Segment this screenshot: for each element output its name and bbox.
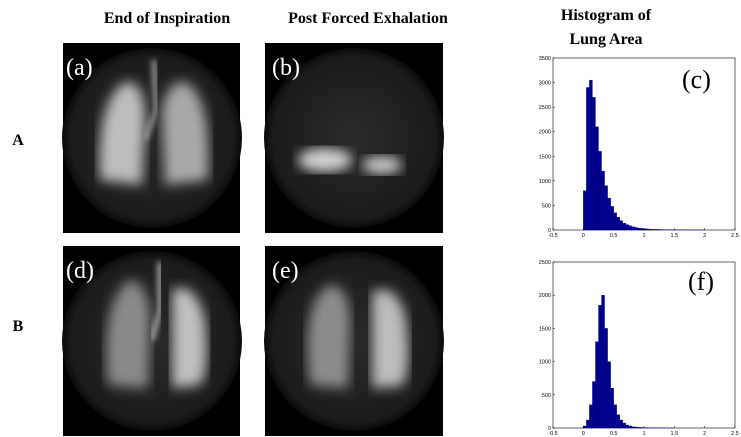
histogram-bar — [634, 426, 639, 429]
image-panel: (e) — [264, 246, 444, 436]
x-tick-label: 2.5 — [731, 233, 739, 239]
histogram-bar — [586, 87, 590, 231]
x-tick-label: 1 — [642, 233, 645, 239]
x-tick-label: 2 — [703, 431, 706, 437]
column-header: Post Forced Exhalation — [288, 10, 448, 27]
histogram-bar — [607, 361, 611, 429]
y-tick-label: 1000 — [539, 179, 551, 185]
panel-label: (a) — [66, 55, 93, 81]
column-header: Histogram of — [561, 7, 652, 24]
panel-label: (c) — [682, 65, 711, 94]
y-tick-label: 1500 — [539, 154, 551, 160]
x-tick-label: 0 — [582, 431, 585, 437]
y-tick-label: 500 — [542, 203, 551, 209]
histogram-bar — [619, 419, 623, 429]
column-header: End of Inspiration — [104, 10, 230, 27]
y-tick-label: 0 — [548, 426, 551, 432]
y-tick-label: 0 — [548, 228, 551, 234]
histogram-bar — [622, 222, 626, 231]
image-panel: (d) — [62, 246, 242, 436]
panel-label: (b) — [272, 55, 300, 81]
histogram-bar — [640, 427, 645, 429]
x-tick-label: 0.5 — [610, 233, 618, 239]
histogram-bar — [598, 151, 602, 231]
histogram-bar — [634, 227, 639, 231]
histogram-bar — [628, 425, 633, 429]
histogram-bar — [583, 425, 587, 429]
histogram-bar — [604, 328, 608, 429]
histogram-bar — [592, 97, 596, 231]
histogram-bar — [646, 228, 651, 231]
histogram-bar — [631, 226, 636, 231]
column-header: Lung Area — [569, 31, 642, 48]
histogram-bar — [625, 424, 629, 429]
histogram-bar — [613, 212, 617, 231]
x-tick-label: 1.5 — [671, 233, 679, 239]
panel-label: (d) — [66, 258, 94, 284]
y-tick-label: 2500 — [539, 105, 551, 111]
histogram-bar — [607, 197, 611, 231]
histogram-bar — [604, 185, 608, 231]
x-tick-label: -0.5 — [548, 431, 557, 437]
histogram-bar — [652, 229, 657, 231]
histogram-bar — [643, 228, 648, 231]
histogram-bar — [601, 170, 605, 231]
histogram-bar — [655, 229, 660, 231]
y-tick-label: 3000 — [539, 81, 551, 87]
histogram-bar — [586, 419, 590, 429]
panel-label: (f) — [688, 267, 714, 296]
histogram-bar — [637, 427, 642, 429]
x-tick-label: 2.5 — [731, 431, 739, 437]
y-tick-label: 2000 — [539, 293, 551, 299]
histogram-bar — [613, 404, 617, 429]
histogram-bar — [598, 305, 602, 429]
row-label: A — [12, 132, 24, 149]
histogram-bar — [637, 227, 642, 231]
histogram-bar — [625, 224, 629, 231]
plot-frame — [552, 261, 736, 429]
histogram-bar — [610, 206, 614, 231]
x-tick-label: 0 — [582, 233, 585, 239]
histogram-bar — [619, 220, 623, 231]
panel-label: (e) — [272, 258, 299, 284]
y-tick-label: 3500 — [539, 56, 551, 62]
x-tick-label: 2 — [703, 233, 706, 239]
y-tick-label: 1000 — [539, 360, 551, 366]
histogram-bar — [610, 388, 614, 429]
histogram-bar — [589, 404, 593, 429]
x-tick-label: 0.5 — [610, 431, 618, 437]
histogram-bar — [649, 229, 654, 231]
image-panel: (b) — [264, 43, 444, 233]
image-panel: (a) — [62, 43, 242, 233]
histogram-bar — [628, 225, 633, 231]
row-label: B — [13, 318, 24, 335]
histogram-bar — [640, 228, 645, 231]
y-tick-label: 1500 — [539, 326, 551, 332]
histogram-bar — [595, 341, 599, 429]
x-tick-label: 1.5 — [671, 431, 679, 437]
histogram-bar — [595, 126, 599, 231]
y-tick-label: 2000 — [539, 130, 551, 136]
histogram-bar — [589, 79, 593, 231]
histogram-bar — [622, 422, 626, 429]
histogram-bar — [592, 381, 596, 429]
histogram-bar — [583, 190, 587, 231]
x-tick-label: -0.5 — [548, 233, 557, 239]
histogram-bar — [631, 426, 636, 429]
histogram-bar — [616, 414, 620, 429]
y-tick-label: 500 — [542, 393, 551, 399]
histogram-bar — [601, 295, 605, 429]
histogram-bar — [616, 217, 620, 231]
y-tick-label: 2500 — [539, 260, 551, 266]
x-tick-label: 1 — [642, 431, 645, 437]
